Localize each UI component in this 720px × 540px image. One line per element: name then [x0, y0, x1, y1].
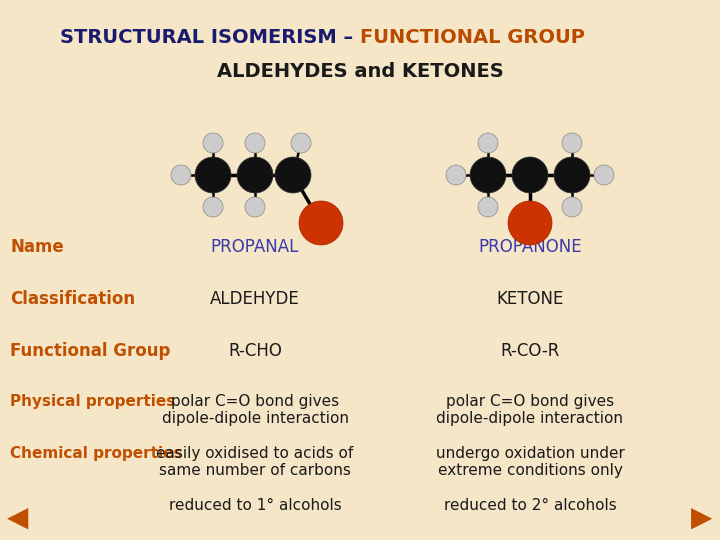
Text: Physical properties: Physical properties: [10, 394, 175, 409]
Text: Chemical properties: Chemical properties: [10, 446, 182, 461]
Text: Functional Group: Functional Group: [10, 342, 171, 360]
Circle shape: [245, 133, 265, 153]
Text: Classification: Classification: [10, 290, 135, 308]
Text: PROPANONE: PROPANONE: [478, 238, 582, 256]
Text: Name: Name: [10, 238, 64, 256]
Text: KETONE: KETONE: [496, 290, 564, 308]
Text: R-CHO: R-CHO: [228, 342, 282, 360]
Text: reduced to 2° alcohols: reduced to 2° alcohols: [444, 498, 616, 513]
Circle shape: [478, 133, 498, 153]
Circle shape: [245, 197, 265, 217]
Circle shape: [478, 197, 498, 217]
Text: PROPANAL: PROPANAL: [211, 238, 300, 256]
Text: FUNCTIONAL GROUP: FUNCTIONAL GROUP: [360, 28, 585, 47]
Text: undergo oxidation under
extreme conditions only: undergo oxidation under extreme conditio…: [436, 446, 624, 478]
Circle shape: [562, 197, 582, 217]
Text: easily oxidised to acids of
same number of carbons: easily oxidised to acids of same number …: [156, 446, 354, 478]
Text: ALDEHYDE: ALDEHYDE: [210, 290, 300, 308]
Text: ALDEHYDES and KETONES: ALDEHYDES and KETONES: [217, 62, 503, 81]
Circle shape: [299, 201, 343, 245]
Circle shape: [203, 133, 223, 153]
Text: ▶: ▶: [691, 504, 713, 532]
Circle shape: [195, 157, 231, 193]
Text: ◀: ◀: [7, 504, 29, 532]
Text: R-CO-R: R-CO-R: [500, 342, 559, 360]
Text: polar C=O bond gives
dipole-dipole interaction: polar C=O bond gives dipole-dipole inter…: [161, 394, 348, 427]
Circle shape: [275, 157, 311, 193]
Circle shape: [237, 157, 273, 193]
Circle shape: [594, 165, 614, 185]
Circle shape: [470, 157, 506, 193]
Circle shape: [562, 133, 582, 153]
Circle shape: [508, 201, 552, 245]
Text: reduced to 1° alcohols: reduced to 1° alcohols: [168, 498, 341, 513]
Circle shape: [171, 165, 191, 185]
Circle shape: [512, 157, 548, 193]
Circle shape: [203, 197, 223, 217]
Circle shape: [554, 157, 590, 193]
Circle shape: [291, 133, 311, 153]
Circle shape: [446, 165, 466, 185]
Text: STRUCTURAL ISOMERISM –: STRUCTURAL ISOMERISM –: [60, 28, 360, 47]
Text: polar C=O bond gives
dipole-dipole interaction: polar C=O bond gives dipole-dipole inter…: [436, 394, 624, 427]
